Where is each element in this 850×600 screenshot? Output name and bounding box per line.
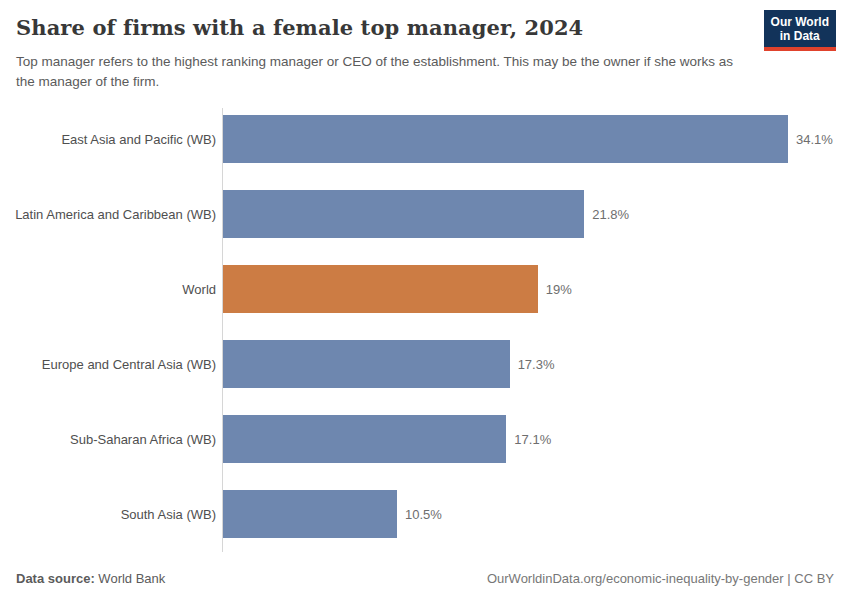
chart-row: Sub-Saharan Africa (WB) 17.1% xyxy=(0,408,850,483)
bar[interactable] xyxy=(223,115,788,163)
category-label[interactable]: Latin America and Caribbean (WB) xyxy=(0,190,222,238)
bars-container: East Asia and Pacific (WB) 34.1% Latin Ame… xyxy=(0,108,850,558)
owid-logo-line1: Our World xyxy=(771,15,829,29)
chart-row: World 19% xyxy=(0,258,850,333)
bar[interactable] xyxy=(223,190,584,238)
bar[interactable] xyxy=(223,265,538,313)
category-label[interactable]: East Asia and Pacific (WB) xyxy=(0,115,222,163)
data-source-label: Data source: xyxy=(16,571,95,586)
owid-logo-line2: in Data xyxy=(771,29,829,43)
bar[interactable] xyxy=(223,415,506,463)
plot-area: 17.3% xyxy=(222,340,850,388)
bar-chart: East Asia and Pacific (WB) 34.1% Latin Ame… xyxy=(0,108,850,558)
bar-value-label: 17.1% xyxy=(514,432,551,447)
data-source-note: Data source: World Bank xyxy=(16,571,165,586)
bar-value-label: 10.5% xyxy=(405,507,442,522)
bar-value-label: 21.8% xyxy=(592,207,629,222)
bar-value-label: 34.1% xyxy=(796,132,833,147)
plot-area: 21.8% xyxy=(222,190,850,238)
bar[interactable] xyxy=(223,490,397,538)
chart-header: Share of firms with a female top manager… xyxy=(0,0,850,108)
chart-row: Europe and Central Asia (WB) 17.3% xyxy=(0,333,850,408)
chart-row: South Asia (WB) 10.5% xyxy=(0,483,850,558)
attribution-link[interactable]: OurWorldinData.org/economic-inequality-b… xyxy=(487,571,834,586)
owid-logo[interactable]: Our World in Data xyxy=(764,10,836,51)
category-label[interactable]: World xyxy=(0,265,222,313)
chart-subtitle: Top manager refers to the highest rankin… xyxy=(16,52,740,91)
category-label[interactable]: South Asia (WB) xyxy=(0,490,222,538)
bar-value-label: 19% xyxy=(546,282,572,297)
plot-area: 17.1% xyxy=(222,415,850,463)
plot-area: 10.5% xyxy=(222,490,850,538)
plot-area: 34.1% xyxy=(222,115,850,163)
data-source-value: World Bank xyxy=(95,571,166,586)
chart-row: East Asia and Pacific (WB) 34.1% xyxy=(0,108,850,183)
bar-value-label: 17.3% xyxy=(518,357,555,372)
chart-row: Latin America and Caribbean (WB) 21.8% xyxy=(0,183,850,258)
bar[interactable] xyxy=(223,340,510,388)
category-label[interactable]: Sub-Saharan Africa (WB) xyxy=(0,415,222,463)
category-label[interactable]: Europe and Central Asia (WB) xyxy=(0,340,222,388)
plot-area: 19% xyxy=(222,265,850,313)
chart-footer: Data source: World Bank OurWorldinData.o… xyxy=(16,571,834,586)
chart-title: Share of firms with a female top manager… xyxy=(16,15,583,40)
